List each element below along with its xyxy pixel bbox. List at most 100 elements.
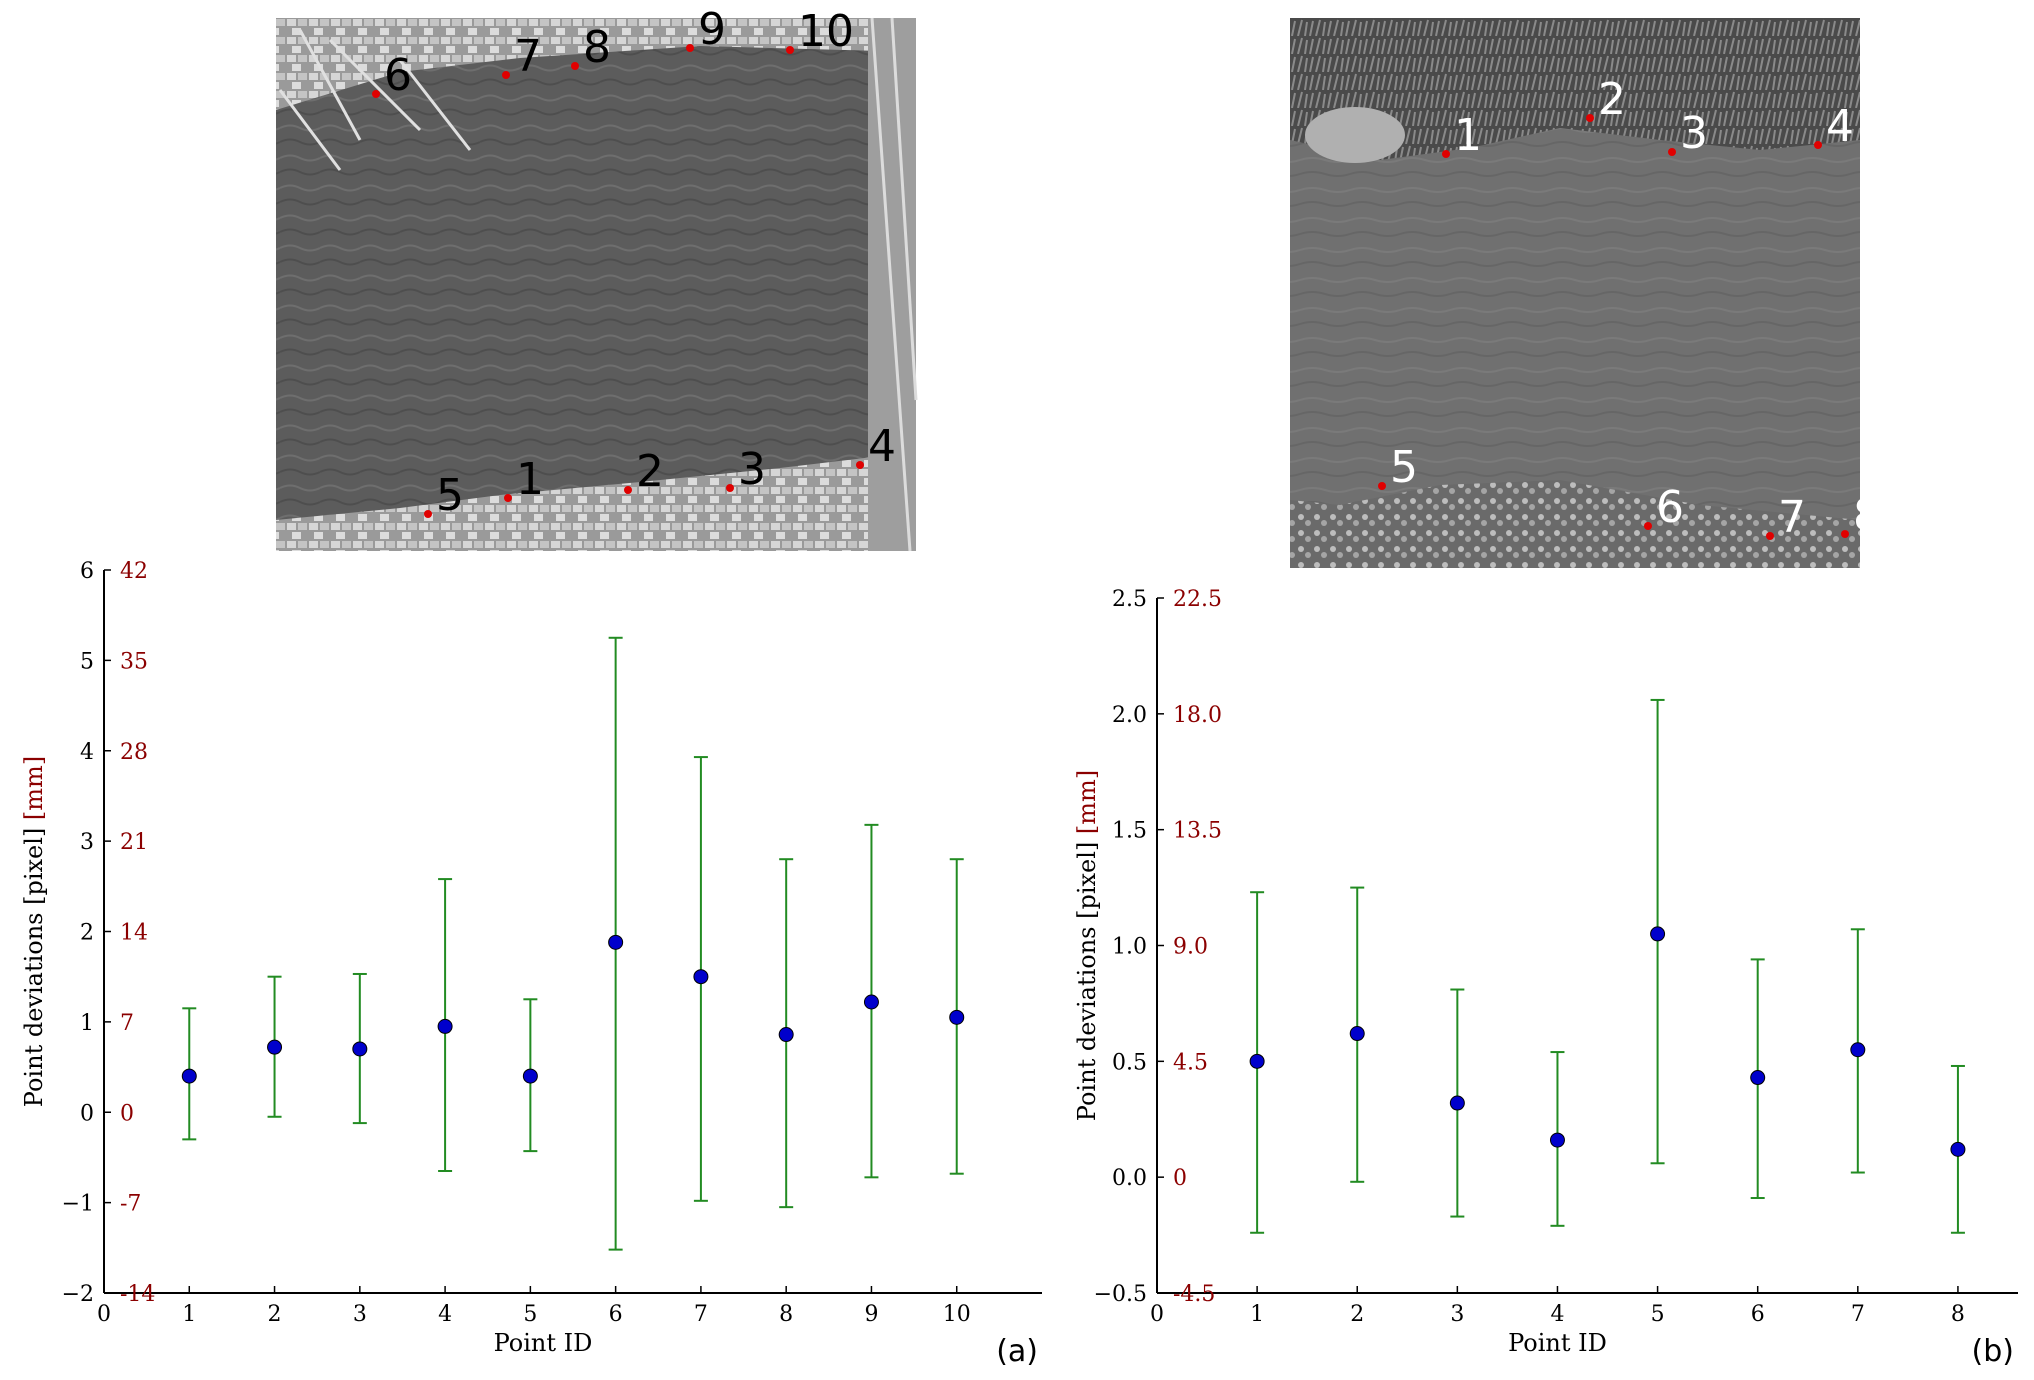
chart-a-y-tick-label-mm: 28 <box>120 740 148 765</box>
chart-a-x-tick-label: 5 <box>523 1302 537 1327</box>
chart-b-point-3 <box>1449 1095 1465 1111</box>
photo-a-point-label-2: 2 <box>636 446 664 497</box>
photo-a-point-label-9: 9 <box>698 4 726 55</box>
chart-b-x-axis-title: Point ID <box>1508 1329 1607 1357</box>
photo-b-point-labels: 1 2 3 4 5 6 7 8 <box>1378 74 1881 543</box>
chart-a-y-tick-label-mm: 0 <box>120 1101 134 1126</box>
chart-b-y-axis-title: Point deviations [pixel] [mm] <box>1073 770 1101 1121</box>
chart-a-x-tick-label: 6 <box>609 1302 623 1327</box>
photo-a-point-marker-3 <box>726 484 734 492</box>
chart-b-y-tick-label-mm: 13.5 <box>1173 819 1222 844</box>
chart-a-x-axis-title: Point ID <box>494 1329 593 1357</box>
photo-a-point-marker-2 <box>624 486 632 494</box>
photo-b-point-label-4: 4 <box>1826 101 1854 152</box>
photo-b-point-marker-5 <box>1378 482 1386 490</box>
chart-b-y-tick-label: 2.0 <box>1112 703 1147 728</box>
chart-a-point-4 <box>437 1018 453 1034</box>
chart-a-point-9 <box>863 994 879 1010</box>
chart-b-x-tick-label: 4 <box>1550 1302 1564 1327</box>
chart-b-y-tick-label: −0.5 <box>1094 1282 1147 1307</box>
chart-a-y-tick-label-mm: -14 <box>120 1282 155 1307</box>
chart-b-x-tick-label: 7 <box>1851 1302 1865 1327</box>
photo-a-point-label-10: 10 <box>798 6 854 57</box>
chart-a-y-tick-label-mm: 35 <box>120 649 148 674</box>
chart-b-y-tick-label-mm: 4.5 <box>1173 1050 1208 1075</box>
photo-b-point-marker-7 <box>1766 532 1774 540</box>
photo-b-point-marker-8 <box>1841 530 1849 538</box>
photo-b-point-label-7: 7 <box>1778 492 1806 543</box>
chart-a-y-tick-label: 3 <box>80 830 94 855</box>
photo-b-point-label-6: 6 <box>1656 482 1684 533</box>
chart-a-y-tick-label: −2 <box>62 1282 94 1307</box>
chart-b-y-tick-label: 2.5 <box>1112 587 1147 612</box>
chart-a-y-tick-label: 4 <box>80 740 94 765</box>
photo-b-river <box>1290 18 1860 568</box>
chart-a-x-tick-label: 10 <box>943 1302 971 1327</box>
chart-a-y-tick-label: 6 <box>80 559 94 584</box>
photo-b-point-label-1: 1 <box>1454 110 1482 161</box>
chart-a-point-5 <box>522 1068 538 1084</box>
chart-a-y-tick-label-mm: 42 <box>120 559 148 584</box>
photo-a-point-marker-6 <box>372 90 380 98</box>
chart-b-x-tick-label: 8 <box>1951 1302 1965 1327</box>
photo-a-point-marker-5 <box>424 510 432 518</box>
photo-a-point-marker-9 <box>686 44 694 52</box>
chart-a-y-tick-label: 0 <box>80 1101 94 1126</box>
photo-a-point-label-7: 7 <box>514 31 542 82</box>
chart-b-point-6 <box>1750 1070 1766 1086</box>
chart-a-y-tick-label-mm: 14 <box>120 921 148 946</box>
chart-b-y-tick-label: 0.0 <box>1112 1166 1147 1191</box>
photo-a-point-label-5: 5 <box>436 470 464 521</box>
photo-b-point-label-8: 8 <box>1853 490 1881 541</box>
chart-b-y-tick-label: 0.5 <box>1112 1050 1147 1075</box>
chart-a-x-tick-label: 9 <box>864 1302 878 1327</box>
chart-a-point-6 <box>608 934 624 950</box>
photo-b-point-marker-1 <box>1442 150 1450 158</box>
chart-a-y-tick-label: −1 <box>62 1192 94 1217</box>
photo-b-point-label-3: 3 <box>1680 108 1708 159</box>
photo-a-point-label-3: 3 <box>738 444 766 495</box>
photo-a-point-label-6: 6 <box>384 50 412 101</box>
chart-b-point-7 <box>1850 1042 1866 1058</box>
chart-b-x-tick-label: 1 <box>1250 1302 1264 1327</box>
chart-b-point-1 <box>1249 1053 1265 1069</box>
chart-b-y-tick-label-mm: 22.5 <box>1173 587 1222 612</box>
chart-b-x-tick-label: 3 <box>1450 1302 1464 1327</box>
photo-a-point-marker-7 <box>502 71 510 79</box>
chart-a-panel-label: (a) <box>996 1334 1038 1369</box>
chart-a-x-tick-label: 0 <box>97 1302 111 1327</box>
photo-a-point-marker-1 <box>504 494 512 502</box>
chart-a-y-axis-title: Point deviations [pixel] [mm] <box>20 756 48 1107</box>
photo-a-point-marker-8 <box>571 62 579 70</box>
photo-a-canal <box>276 17 918 552</box>
chart-b-point-8 <box>1950 1141 1966 1157</box>
chart-a-point-2 <box>267 1039 283 1055</box>
photo-b-point-label-5: 5 <box>1390 442 1418 493</box>
photo-b-point-label-2: 2 <box>1598 74 1626 125</box>
chart-b-x-tick-label: 2 <box>1350 1302 1364 1327</box>
photo-a-point-labels: 1 2 3 4 5 6 7 8 9 10 <box>372 4 896 521</box>
chart-a-point-10 <box>949 1009 965 1025</box>
chart-a-y-tick-label-mm: 7 <box>120 1011 134 1036</box>
chart-b-y-tick-label-mm: -4.5 <box>1173 1282 1215 1307</box>
chart-b-y-tick-label: 1.5 <box>1112 819 1147 844</box>
chart-a-x-tick-label: 1 <box>182 1302 196 1327</box>
chart-b-x-tick-label: 0 <box>1150 1302 1164 1327</box>
photo-a-point-label-1: 1 <box>516 454 544 505</box>
chart-a-y-tick-label: 1 <box>80 1011 94 1036</box>
chart-a-point-3 <box>352 1041 368 1057</box>
chart-b-x-tick-label: 6 <box>1751 1302 1765 1327</box>
photo-a-point-marker-4 <box>856 461 864 469</box>
photo-a-point-label-8: 8 <box>583 22 611 73</box>
chart-b-panel-label: (b) <box>1972 1334 2014 1369</box>
chart-a-x-tick-label: 8 <box>779 1302 793 1327</box>
chart-b-y-tick-label-mm: 18.0 <box>1173 703 1222 728</box>
chart-b-y-tick-label-mm: 0 <box>1173 1166 1187 1191</box>
chart-b-point-5 <box>1650 926 1666 942</box>
photo-a-point-marker-10 <box>786 46 794 54</box>
chart-a-x-tick-label: 2 <box>268 1302 282 1327</box>
chart-a-x-tick-label: 7 <box>694 1302 708 1327</box>
photo-b-point-marker-4 <box>1814 141 1822 149</box>
chart-b: 0 1 2 3 4 5 6 7 8 −0.5 -4.5 0.0 0 0.5 4.5 1.0 9.0 1.5 13.5… <box>1073 587 2018 1369</box>
chart-a-point-7 <box>693 969 709 985</box>
